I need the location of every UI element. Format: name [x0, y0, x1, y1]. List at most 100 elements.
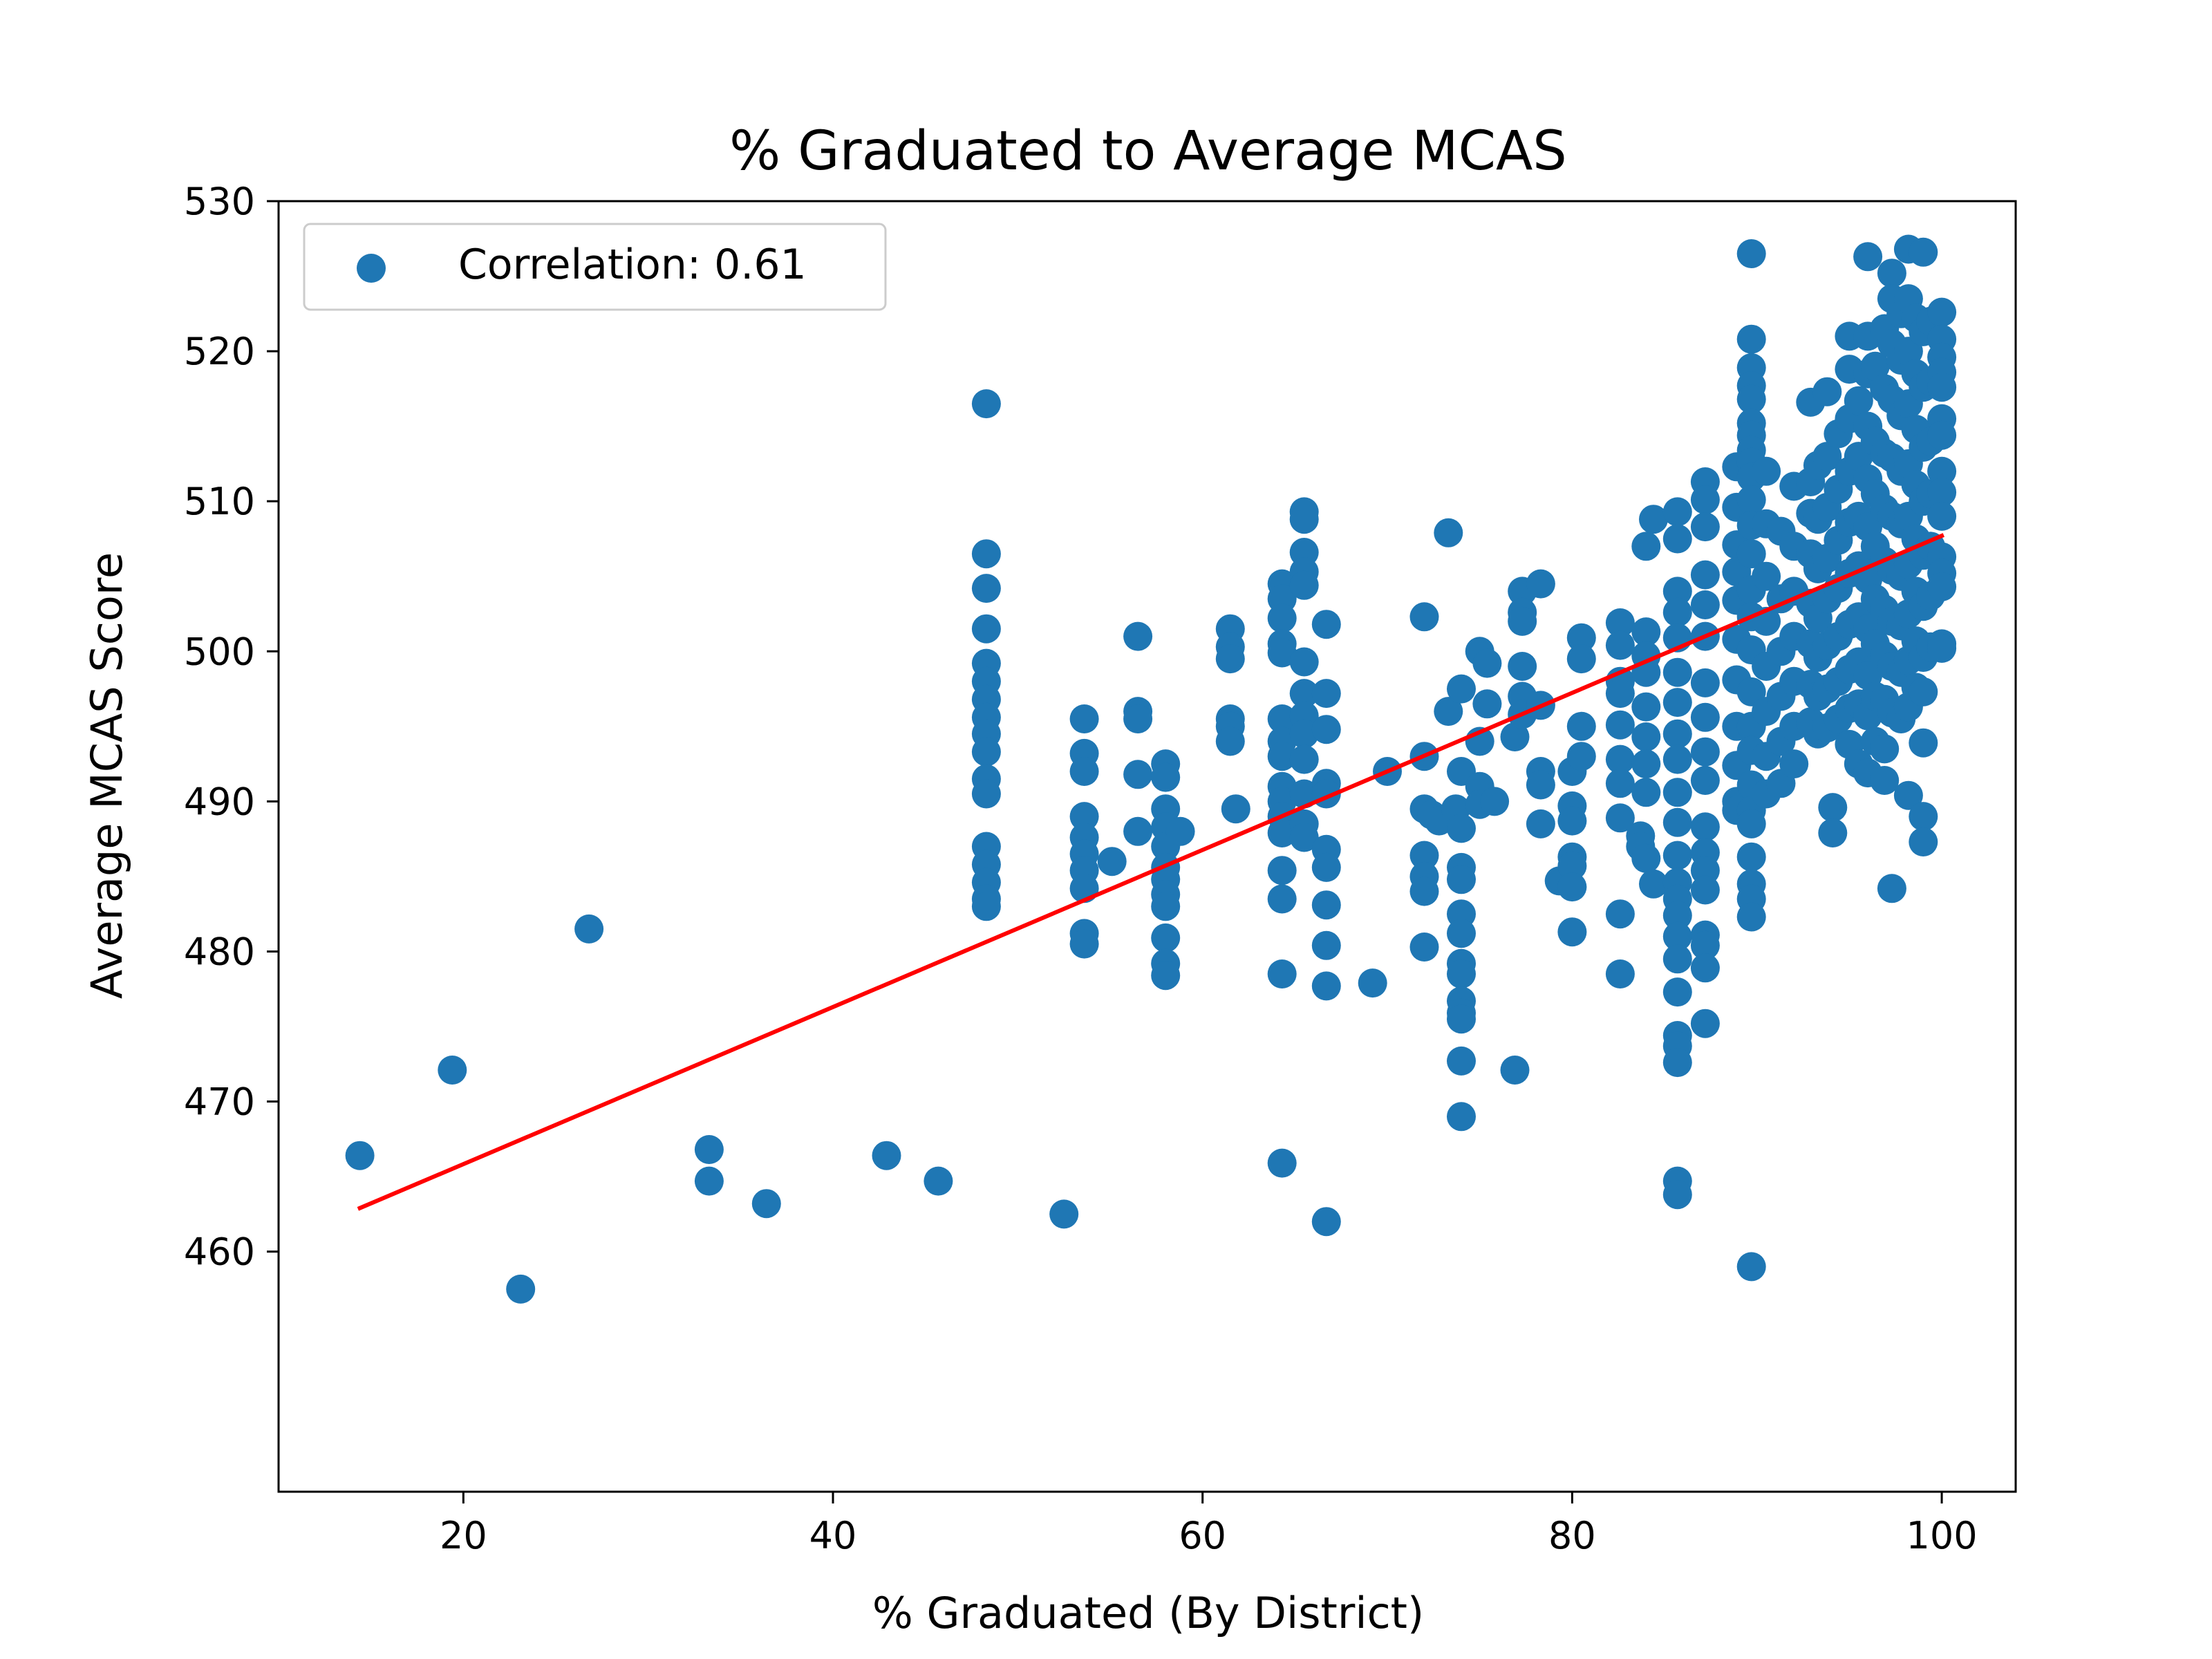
data-point [1409, 841, 1439, 870]
data-point [1566, 711, 1596, 741]
data-point [1631, 749, 1661, 779]
data-point [1860, 351, 1890, 381]
data-point [1566, 623, 1596, 653]
data-point [1877, 259, 1906, 288]
data-point [1289, 679, 1319, 709]
data-point [1358, 968, 1387, 998]
data-point [345, 1141, 375, 1170]
data-point [1662, 841, 1692, 870]
data-point [1844, 386, 1873, 415]
data-point [1447, 919, 1476, 948]
data-point [1662, 657, 1692, 687]
data-point [971, 779, 1001, 809]
data-point [1605, 630, 1635, 660]
data-point [1631, 532, 1661, 561]
y-axis-label: Average MCAS Score [82, 552, 132, 999]
fit-line [357, 533, 1944, 1211]
data-point [1434, 697, 1463, 727]
data-point [1097, 847, 1127, 877]
data-point [1311, 679, 1341, 709]
data-point [1690, 1009, 1720, 1038]
y-tick-label: 500 [184, 630, 255, 673]
data-point [1812, 377, 1842, 406]
data-point [1409, 932, 1439, 962]
data-point [1267, 884, 1297, 914]
data-point [1893, 780, 1923, 810]
data-point [1409, 877, 1439, 906]
data-point [1500, 1056, 1530, 1085]
data-point [1151, 762, 1181, 792]
data-point [1447, 1004, 1476, 1034]
data-point [1526, 770, 1555, 800]
data-point [1311, 1207, 1341, 1237]
data-point [1927, 478, 1957, 507]
data-point [1690, 953, 1720, 983]
plot-frame [277, 200, 2017, 1493]
data-point [1605, 803, 1635, 833]
data-point [1151, 923, 1181, 953]
data-point [1736, 239, 1766, 268]
data-point [574, 914, 604, 944]
data-point [1631, 843, 1661, 873]
data-point [1736, 324, 1766, 354]
data-point [694, 1135, 724, 1164]
data-point [1289, 570, 1319, 600]
data-point [1069, 929, 1099, 959]
data-point [1927, 297, 1957, 327]
data-point [1662, 807, 1692, 837]
data-point [1566, 644, 1596, 674]
data-point [971, 737, 1001, 767]
data-point [1151, 961, 1181, 991]
data-point [1289, 647, 1319, 677]
data-point [1311, 930, 1341, 960]
data-point [506, 1274, 536, 1304]
data-point [1662, 577, 1692, 606]
data-point [1267, 856, 1297, 885]
data-point [1221, 794, 1250, 824]
data-point [1639, 869, 1668, 899]
data-point [1927, 501, 1957, 531]
data-point [1557, 917, 1587, 947]
data-point [1909, 237, 1938, 267]
data-point [1500, 722, 1530, 751]
data-point [1662, 1180, 1692, 1210]
x-tick-label: 100 [1906, 1514, 1978, 1557]
data-point [1605, 899, 1635, 929]
data-point [1447, 1102, 1476, 1132]
data-point [1662, 778, 1692, 807]
data-point [1662, 1048, 1692, 1078]
data-point [1557, 806, 1587, 836]
data-point [694, 1166, 724, 1196]
data-point [1557, 872, 1587, 902]
data-point [1605, 679, 1635, 709]
data-point [1736, 1252, 1766, 1282]
data-point [1123, 760, 1153, 789]
data-point [1662, 688, 1692, 718]
x-tick-label: 60 [1179, 1514, 1226, 1557]
data-point [1557, 851, 1587, 881]
data-point [1311, 852, 1341, 882]
data-point [1267, 638, 1297, 668]
data-point [1409, 602, 1439, 632]
data-point [1631, 617, 1661, 647]
data-point [1690, 702, 1720, 732]
chart-title: % Graduated to Average MCAS [729, 120, 1567, 182]
data-point [751, 1189, 781, 1219]
data-point [1818, 818, 1848, 847]
data-point [1927, 420, 1957, 450]
data-point [1690, 512, 1720, 542]
y-tick-label: 530 [184, 180, 255, 223]
data-point [1069, 757, 1099, 786]
data-point [1215, 644, 1245, 674]
data-point [1927, 572, 1957, 601]
data-point [1069, 802, 1099, 832]
y-tick-label: 480 [184, 930, 255, 973]
data-point [1736, 539, 1766, 569]
axes-layer: 20 40 60 80 100 460 470 480 490 500 510 520 530 [184, 180, 2017, 1557]
legend-box [303, 223, 887, 311]
y-tick-label: 520 [184, 330, 255, 373]
data-point [1289, 744, 1319, 774]
data-point [1736, 842, 1766, 872]
data-point [1215, 727, 1245, 756]
